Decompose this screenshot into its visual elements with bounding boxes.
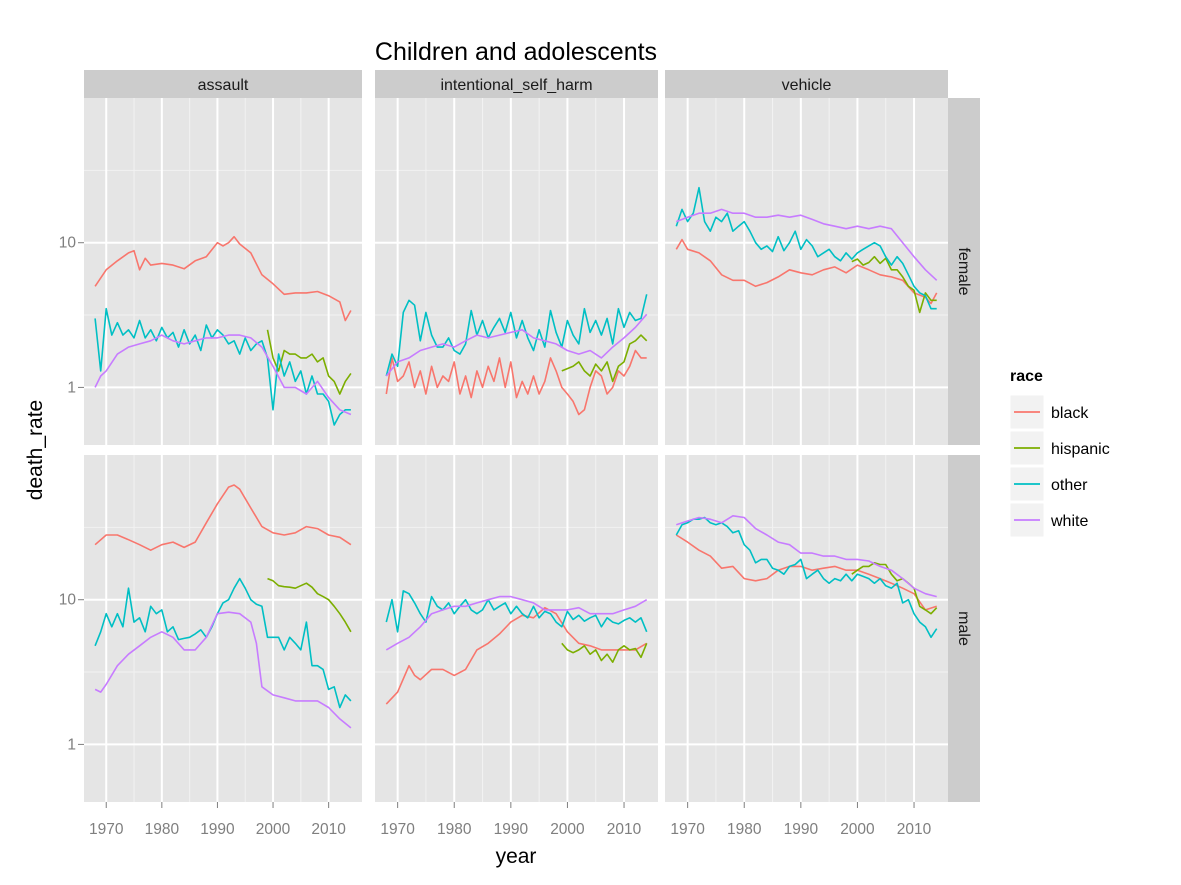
x-tick-label: 1990 <box>200 821 235 838</box>
y-axis-title: death_rate <box>24 400 47 500</box>
y-tick-label: 1 <box>67 736 76 753</box>
series-line-black <box>385 606 648 705</box>
series-line-hispanic <box>266 329 352 395</box>
series-line-other <box>94 577 352 709</box>
facet-label-intentional_self_harm: intentional_self_harm <box>440 77 592 94</box>
facet-label-male: male <box>955 611 972 646</box>
facet-strip <box>665 70 948 98</box>
series-line-hispanic <box>561 642 648 664</box>
series-line-white <box>94 334 352 416</box>
series-line-white <box>94 611 352 729</box>
series-line-white <box>385 313 648 377</box>
x-tick-label: 1990 <box>494 821 529 838</box>
legend-label-hispanic: hispanic <box>1051 441 1110 458</box>
facet-strip <box>948 98 980 445</box>
panel-background <box>84 98 362 445</box>
series-line-hispanic <box>851 561 938 615</box>
series-line-other <box>385 590 648 633</box>
legend-label-white: white <box>1050 513 1088 530</box>
facet-strip <box>375 70 658 98</box>
facet-label-assault: assault <box>198 77 249 94</box>
y-tick-label: 10 <box>59 592 77 609</box>
x-tick-label: 2010 <box>311 821 346 838</box>
x-tick-label: 1980 <box>727 821 762 838</box>
panel-background <box>84 455 362 802</box>
facet-label-female: female <box>955 247 972 295</box>
series-line-white <box>676 514 937 598</box>
x-tick-label: 1970 <box>670 821 705 838</box>
series-line-other <box>675 186 937 310</box>
x-tick-label: 2000 <box>550 821 585 838</box>
series-line-white <box>385 595 648 651</box>
x-tick-label: 1990 <box>784 821 819 838</box>
series-line-black <box>675 238 938 305</box>
legend: race black hispanic other white <box>1009 368 1110 538</box>
series-line-black <box>94 235 352 322</box>
x-axis-title: year <box>496 845 537 868</box>
facet-strip <box>84 70 362 98</box>
panel-grid: assault intentional_self_harm vehicle femal… <box>59 70 980 838</box>
x-tick-label: 2000 <box>840 821 875 838</box>
facet-strip <box>948 455 980 802</box>
y-tick-label: 1 <box>67 379 76 396</box>
y-tick-label: 10 <box>59 235 77 252</box>
x-tick-label: 1970 <box>89 821 124 838</box>
x-tick-label: 1970 <box>380 821 415 838</box>
series-line-hispanic <box>561 334 648 383</box>
x-tick-label: 2000 <box>256 821 291 838</box>
x-tick-label: 1980 <box>145 821 180 838</box>
series-line-black <box>385 349 647 416</box>
x-tick-label: 2010 <box>607 821 642 838</box>
legend-title: race <box>1010 368 1043 385</box>
legend-label-other: other <box>1051 477 1088 494</box>
series-line-other <box>385 294 648 377</box>
panel-background <box>665 98 948 445</box>
series-line-hispanic <box>851 255 937 314</box>
x-tick-label: 2010 <box>897 821 932 838</box>
series-line-white <box>676 208 938 281</box>
legend-label-black: black <box>1051 405 1089 422</box>
series-line-other <box>675 516 938 639</box>
x-tick-label: 1980 <box>437 821 472 838</box>
series-line-hispanic <box>267 577 352 633</box>
chart-title: Children and adolescents <box>375 38 657 66</box>
facet-label-vehicle: vehicle <box>782 77 832 94</box>
panel-background <box>665 455 948 802</box>
series-line-black <box>94 484 352 552</box>
series-line-black <box>675 534 937 611</box>
series-line-other <box>94 307 351 426</box>
